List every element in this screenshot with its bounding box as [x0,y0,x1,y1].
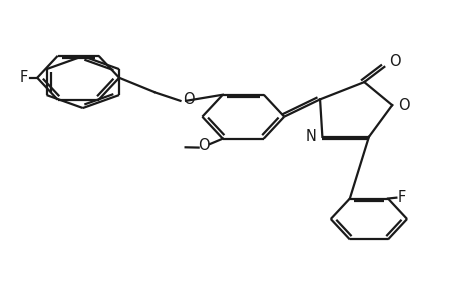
Text: O: O [183,92,195,107]
Text: O: O [389,54,400,70]
Text: F: F [398,190,406,205]
Text: N: N [305,129,316,144]
Text: O: O [398,98,410,113]
Text: O: O [198,138,210,153]
Text: F: F [20,70,28,85]
